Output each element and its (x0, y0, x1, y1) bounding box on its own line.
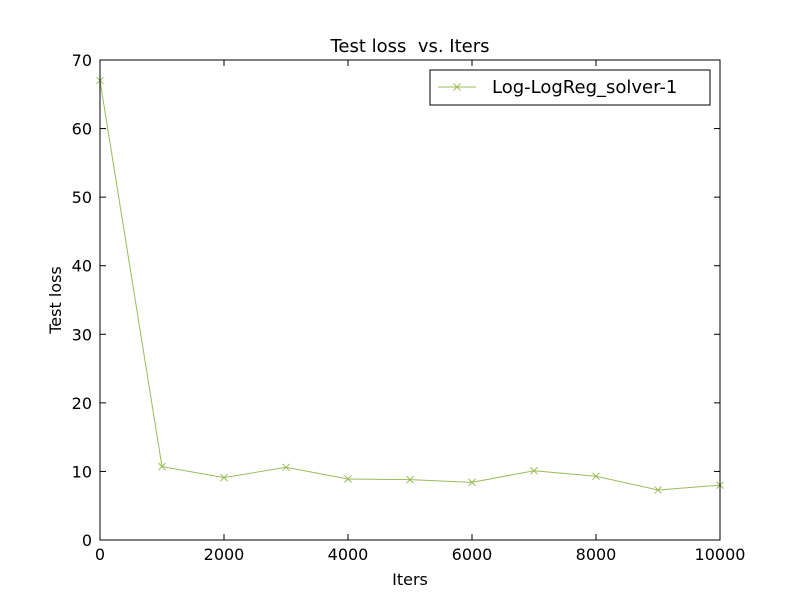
y-tick-label: 0 (82, 531, 92, 550)
data-point-marker (158, 462, 166, 471)
legend-box (429, 69, 711, 106)
x-tick-label: 4000 (328, 545, 369, 564)
series-layer (96, 76, 724, 494)
y-tick-label: 10 (72, 462, 92, 481)
data-point-marker (220, 473, 228, 482)
data-point-marker (468, 478, 476, 487)
data-point-marker (344, 475, 352, 483)
y-tick-label: 60 (72, 120, 92, 139)
y-tick-label: 20 (72, 394, 92, 413)
legend-marker (453, 83, 461, 91)
data-point-marker (592, 472, 600, 481)
legend-label: Log-LogReg_solver-1 (492, 77, 677, 98)
plot-frame (99, 59, 721, 541)
x-tick-label: 0 (95, 545, 105, 564)
x-tick-label: 6000 (452, 545, 493, 564)
data-point-marker (530, 466, 538, 475)
axis-ticks: 0 2000 4000 6000 8000 10000 0 10 20 30 40 50 60 70 (72, 51, 746, 564)
data-point-marker (654, 486, 662, 494)
data-point-marker (282, 463, 290, 472)
y-tick-label: 40 (72, 257, 92, 276)
y-axis-label: Test loss (46, 266, 65, 335)
chart-title: Test loss vs. Iters (329, 36, 489, 57)
legend: Log-LogReg_solver-1 (429, 69, 711, 106)
x-axis-label: Iters (392, 570, 428, 589)
data-point-marker (406, 475, 414, 484)
y-tick-label: 50 (72, 188, 92, 207)
y-tick-label: 30 (72, 325, 92, 344)
x-tick-label: 2000 (204, 545, 245, 564)
x-tick-label: 10000 (695, 545, 746, 564)
y-tick-label: 70 (72, 51, 92, 70)
x-tick-label: 8000 (576, 545, 617, 564)
